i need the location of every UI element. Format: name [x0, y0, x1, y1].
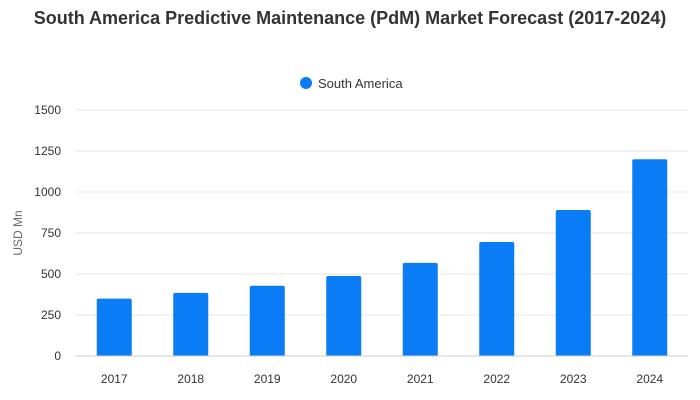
x-tick-label: 2019 — [254, 372, 281, 386]
legend[interactable]: South America — [300, 76, 403, 91]
x-tick-label: 2023 — [560, 372, 587, 386]
bar-2019[interactable] — [249, 285, 285, 356]
bars — [96, 159, 668, 356]
x-tick-label: 2021 — [407, 372, 434, 386]
y-tick-label: 1000 — [34, 185, 61, 199]
bar-2023[interactable] — [555, 210, 591, 356]
y-tick-label: 250 — [41, 308, 61, 322]
bar-2018[interactable] — [173, 292, 209, 356]
legend-marker — [300, 77, 312, 89]
x-tick-label: 2024 — [636, 372, 663, 386]
x-tick-label: 2018 — [177, 372, 204, 386]
y-tick-label: 1500 — [34, 103, 61, 117]
bar-2022[interactable] — [479, 242, 515, 356]
bar-2021[interactable] — [402, 262, 438, 356]
bar-2024[interactable] — [632, 159, 668, 356]
bar-2020[interactable] — [326, 275, 362, 356]
chart-title: South America Predictive Maintenance (Pd… — [33, 8, 667, 28]
y-tick-label: 1250 — [34, 144, 61, 158]
x-tick-label: 2017 — [101, 372, 128, 386]
y-axis-title: USD Mn — [11, 210, 25, 255]
x-tick-label: 2022 — [483, 372, 510, 386]
bar-2017[interactable] — [96, 298, 132, 356]
x-tick-label: 2020 — [330, 372, 357, 386]
gridlines — [76, 109, 688, 316]
y-tick-label: 750 — [41, 226, 61, 240]
legend-label: South America — [318, 76, 403, 91]
y-axis-ticks: 0 250 500 750 1000 1250 1500 — [34, 103, 61, 363]
x-axis-ticks: 2017 2018 2019 2020 2021 2022 2023 2024 — [101, 372, 664, 386]
y-tick-label: 500 — [41, 267, 61, 281]
y-tick-label: 0 — [54, 349, 61, 363]
